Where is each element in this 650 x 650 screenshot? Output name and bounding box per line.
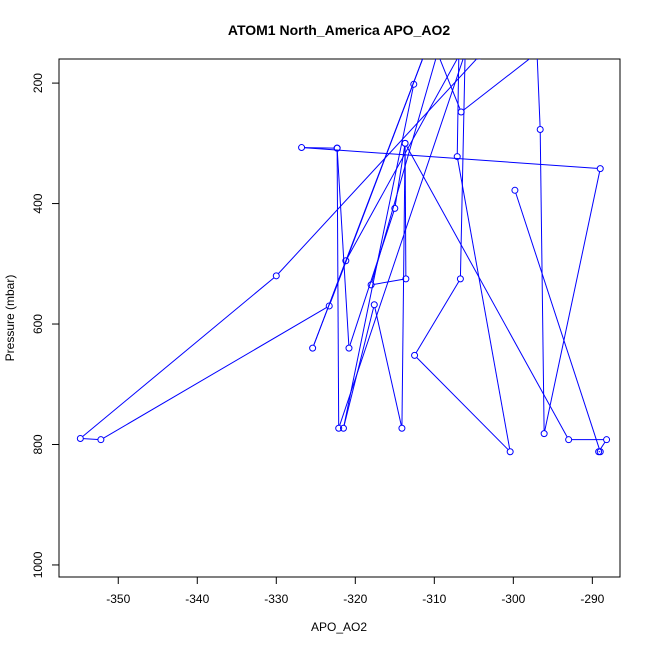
x-tick-label: -340 <box>185 592 209 606</box>
data-point <box>411 351 419 359</box>
series-1 <box>76 50 604 456</box>
data-point <box>298 144 306 152</box>
series-segment <box>103 307 327 439</box>
data-point <box>422 50 428 56</box>
y-tick-label: 800 <box>31 434 45 454</box>
data-point <box>370 301 378 309</box>
x-axis: -350 -340 -330 -320 -310 -300 -290 <box>106 577 605 606</box>
data-point <box>457 108 465 116</box>
series-segment <box>463 59 531 111</box>
data-point <box>456 275 464 283</box>
data-point <box>345 344 353 352</box>
data-point <box>434 50 440 56</box>
x-tick-label: -290 <box>580 592 604 606</box>
data-point <box>342 257 350 265</box>
x-tick-label: -350 <box>106 592 130 606</box>
series-segment <box>539 132 545 431</box>
series-segment <box>515 193 600 449</box>
series-segment <box>459 59 466 276</box>
y-tick-label: 1000 <box>31 551 45 578</box>
y-tick-label: 600 <box>31 314 45 334</box>
data-point <box>534 50 540 56</box>
y-axis-label: Pressure (mbar) <box>3 275 17 362</box>
data-point <box>462 50 468 56</box>
plot-frame <box>58 58 621 578</box>
series-segment <box>313 263 346 346</box>
series-segment <box>456 59 460 154</box>
series-segment <box>349 211 395 346</box>
x-tick-label: -300 <box>501 592 525 606</box>
data-point <box>477 59 482 60</box>
data-point <box>97 436 105 444</box>
data-point <box>309 344 317 352</box>
data-point <box>76 434 84 442</box>
data-point <box>272 272 280 280</box>
data-point <box>596 448 604 456</box>
series-segment <box>336 151 340 426</box>
data-point <box>511 186 519 194</box>
x-tick-label: -310 <box>422 592 446 606</box>
data-point <box>506 448 514 456</box>
series-segment <box>416 357 509 450</box>
series-layer <box>76 50 611 456</box>
series-segment <box>343 307 374 426</box>
series-segment <box>600 442 606 450</box>
data-point <box>596 165 604 173</box>
series-2 <box>339 80 611 456</box>
series-segment <box>83 438 98 440</box>
y-tick-label: 400 <box>31 193 45 213</box>
series-segment <box>374 278 403 285</box>
series-segment <box>336 151 350 345</box>
data-point <box>325 302 333 310</box>
x-tick-label: -320 <box>343 592 367 606</box>
series-segment <box>415 281 460 353</box>
series-segment <box>304 147 598 169</box>
series-segment <box>457 159 511 449</box>
chart-title: ATOM1 North_America APO_AO2 <box>228 22 450 38</box>
data-point <box>457 59 461 60</box>
data-point <box>335 424 343 432</box>
data-point <box>402 275 410 283</box>
data-point <box>536 125 544 133</box>
data-point <box>453 153 461 161</box>
data-point <box>333 144 341 152</box>
series-segment <box>394 146 406 206</box>
series-segment <box>374 307 402 426</box>
series-segment <box>278 59 478 274</box>
data-point <box>367 281 375 289</box>
series-segment <box>82 277 275 437</box>
data-point <box>339 424 347 432</box>
series-segment <box>406 145 568 438</box>
data-point <box>540 430 548 438</box>
series-segment <box>439 59 461 110</box>
series-segment <box>536 59 541 127</box>
data-point <box>410 80 418 88</box>
data-point <box>398 424 406 432</box>
data-point <box>401 139 409 147</box>
y-axis: 200 400 600 800 1000 <box>31 73 59 578</box>
data-point <box>391 204 399 212</box>
x-axis-label: APO_AO2 <box>311 620 367 634</box>
data-point <box>603 436 611 444</box>
x-tick-label: -330 <box>264 592 288 606</box>
y-tick-label: 200 <box>31 73 45 93</box>
series-segment <box>339 59 464 426</box>
series-segment <box>544 171 601 431</box>
series-segment <box>401 146 406 426</box>
data-point <box>565 436 573 444</box>
